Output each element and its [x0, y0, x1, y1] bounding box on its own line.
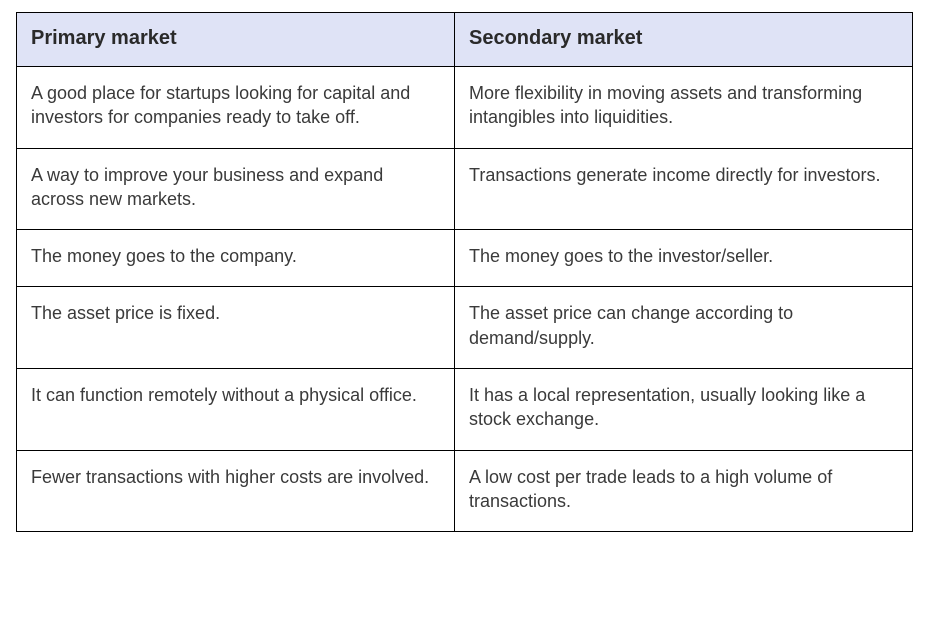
- table-row: A way to improve your business and expan…: [17, 148, 913, 230]
- table-body: A good place for startups looking for ca…: [17, 67, 913, 532]
- table-row: Fewer transactions with higher costs are…: [17, 450, 913, 532]
- cell-primary: It can function remotely without a physi…: [17, 369, 455, 451]
- column-header-primary: Primary market: [17, 13, 455, 67]
- cell-primary: A way to improve your business and expan…: [17, 148, 455, 230]
- comparison-table: Primary market Secondary market A good p…: [16, 12, 913, 532]
- table-row: The money goes to the company. The money…: [17, 230, 913, 287]
- column-header-secondary: Secondary market: [455, 13, 913, 67]
- cell-secondary: Transactions generate income directly fo…: [455, 148, 913, 230]
- cell-primary: The asset price is fixed.: [17, 287, 455, 369]
- cell-secondary: More flexibility in moving assets and tr…: [455, 67, 913, 149]
- cell-secondary: The money goes to the investor/seller.: [455, 230, 913, 287]
- cell-primary: Fewer transactions with higher costs are…: [17, 450, 455, 532]
- cell-secondary: A low cost per trade leads to a high vol…: [455, 450, 913, 532]
- cell-secondary: It has a local representation, usually l…: [455, 369, 913, 451]
- table-row: A good place for startups looking for ca…: [17, 67, 913, 149]
- cell-secondary: The asset price can change according to …: [455, 287, 913, 369]
- table-row: It can function remotely without a physi…: [17, 369, 913, 451]
- cell-primary: The money goes to the company.: [17, 230, 455, 287]
- table-header-row: Primary market Secondary market: [17, 13, 913, 67]
- table-row: The asset price is fixed. The asset pric…: [17, 287, 913, 369]
- cell-primary: A good place for startups looking for ca…: [17, 67, 455, 149]
